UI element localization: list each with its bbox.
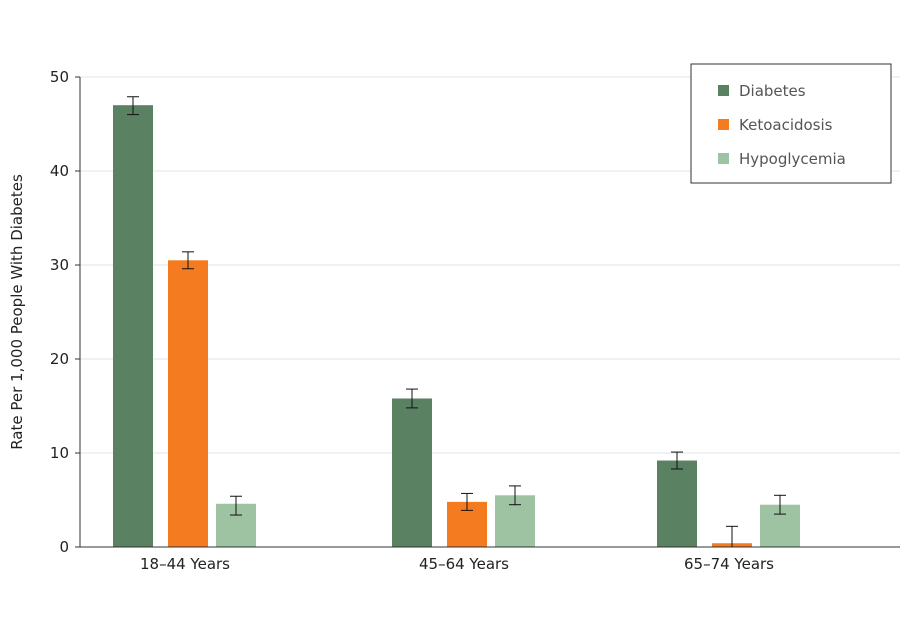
error-bars xyxy=(127,96,786,548)
bar-diabetes xyxy=(113,105,153,547)
x-tick-label: 65–74 Years xyxy=(684,555,774,573)
x-tick-label: 18–44 Years xyxy=(140,555,230,573)
legend-swatch-diabetes xyxy=(718,85,729,96)
x-tick-label: 45–64 Years xyxy=(419,555,509,573)
x-tick-labels: 18–44 Years 45–64 Years 65–74 Years xyxy=(140,555,774,573)
legend-items: Diabetes Ketoacidosis Hypoglycemia xyxy=(718,82,846,168)
legend-label-hypoglycemia: Hypoglycemia xyxy=(739,150,846,168)
bar-diabetes xyxy=(657,460,697,547)
y-tick-label: 10 xyxy=(50,444,69,462)
axes xyxy=(79,77,900,548)
legend: Diabetes Ketoacidosis Hypoglycemia xyxy=(690,63,892,184)
y-tick-label: 50 xyxy=(50,68,69,86)
bar-diabetes xyxy=(392,398,432,547)
legend-label-ketoacidosis: Ketoacidosis xyxy=(739,116,833,134)
y-tick-labels: 0 10 20 30 40 50 xyxy=(50,68,80,556)
y-tick-label: 0 xyxy=(59,538,69,556)
y-tick-label: 40 xyxy=(50,162,69,180)
legend-label-diabetes: Diabetes xyxy=(739,82,806,100)
y-tick-label: 30 xyxy=(50,256,69,274)
y-tick-label: 20 xyxy=(50,350,69,368)
legend-swatch-hypoglycemia xyxy=(718,153,729,164)
bars xyxy=(113,105,800,547)
y-axis-label: Rate Per 1,000 People With Diabetes xyxy=(8,174,26,450)
bar-ketoacidosis xyxy=(168,260,208,547)
legend-swatch-ketoacidosis xyxy=(718,119,729,130)
